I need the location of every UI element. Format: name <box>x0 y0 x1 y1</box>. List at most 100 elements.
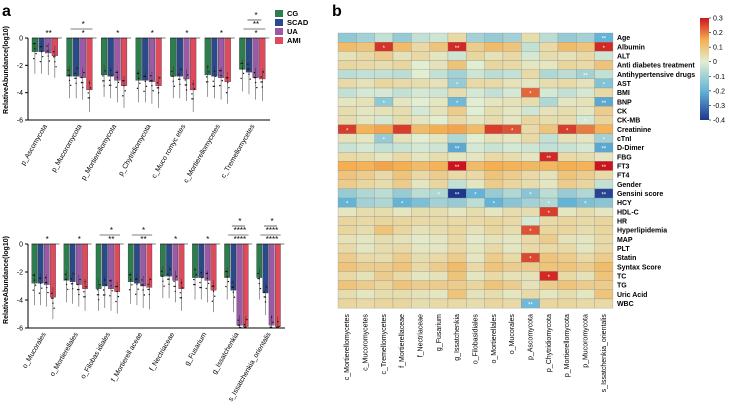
heatmap-cell <box>557 179 577 190</box>
colorbar-tick-label: -0.1 <box>713 74 725 81</box>
heatmap-cell <box>466 298 485 309</box>
heatmap-cell <box>374 170 394 180</box>
heatmap-cell <box>337 179 357 190</box>
data-point <box>102 75 104 77</box>
cell-annotation: * <box>584 202 587 208</box>
heatmap-cell <box>576 262 595 272</box>
data-point <box>85 286 87 288</box>
heatmap-cell <box>356 32 375 43</box>
heatmap-cell <box>466 124 485 135</box>
heatmap-cell <box>429 87 449 98</box>
heatmap-cell <box>539 133 559 144</box>
heatmap-cell <box>356 97 375 107</box>
heatmap-cell <box>502 106 522 116</box>
data-point <box>84 296 86 298</box>
heatmap-cell <box>484 42 504 52</box>
heatmap-cell <box>594 115 614 125</box>
heatmap-cell <box>466 142 485 153</box>
data-point <box>83 71 85 74</box>
row-label: TC <box>617 274 626 281</box>
heatmap-cell <box>356 161 375 171</box>
data-point <box>143 294 146 296</box>
cell-annotation: ** <box>601 192 606 198</box>
heatmap-cell <box>356 280 375 290</box>
heatmap-cell <box>484 243 504 254</box>
heatmap-cell <box>521 170 540 180</box>
heatmap-cell <box>502 97 522 107</box>
data-point <box>175 275 178 278</box>
heatmap-cell <box>429 60 449 70</box>
data-point <box>89 87 92 89</box>
heatmap-cell <box>374 289 394 300</box>
heatmap-cell <box>576 32 595 43</box>
heatmap-cell <box>539 252 559 263</box>
heatmap-cell <box>594 234 614 245</box>
heatmap-cell <box>429 234 449 245</box>
data-point <box>54 56 56 58</box>
heatmap-cell <box>392 87 412 98</box>
data-point <box>79 278 81 281</box>
heatmap-cell <box>392 115 412 125</box>
heatmap-cell <box>539 51 559 61</box>
data-point <box>162 280 164 282</box>
data-point <box>256 86 258 89</box>
heatmap-cell <box>466 60 485 70</box>
significance-label: * <box>82 20 85 29</box>
data-point <box>248 73 250 75</box>
data-point <box>264 296 267 298</box>
x-tick-label: o_Mucorales <box>22 331 48 370</box>
data-point <box>185 84 188 86</box>
heatmap-cell <box>374 69 394 80</box>
heatmap-cell <box>429 106 449 116</box>
cell-annotation: * <box>548 211 551 217</box>
row-label: AST <box>617 81 632 88</box>
data-point <box>122 80 124 82</box>
data-point <box>147 283 149 286</box>
heatmap-cell <box>447 60 467 70</box>
legend-swatch-ua <box>275 28 283 35</box>
heatmap-cell <box>576 106 595 116</box>
data-point <box>277 326 279 329</box>
heatmap-cell <box>374 106 394 116</box>
heatmap-cell <box>429 280 449 290</box>
y-axis-label-top: RelativeAbundance(log10) <box>3 26 10 114</box>
heatmap-cell <box>392 170 412 180</box>
heatmap-cell <box>356 216 375 226</box>
data-point <box>33 274 36 276</box>
heatmap-cell <box>392 207 412 217</box>
data-point <box>68 79 71 81</box>
data-point <box>108 79 111 81</box>
colorbar: 0.3 0.2 0.1 0 -0.1 -0.2 -0.3 -0.4 <box>700 16 725 125</box>
heatmap-cell <box>576 271 595 281</box>
heatmap-cell <box>447 69 467 80</box>
data-point <box>257 272 259 275</box>
data-point <box>136 283 138 285</box>
heatmap-cell <box>392 106 412 116</box>
data-point <box>162 275 164 277</box>
data-point <box>151 80 153 82</box>
heatmap-cell <box>392 179 412 190</box>
heatmap-cell <box>392 289 412 300</box>
heatmap-cell <box>594 87 614 98</box>
data-point <box>205 76 208 78</box>
heatmap-cell <box>447 124 467 135</box>
heatmap-cell <box>447 271 467 281</box>
heatmap-cell <box>539 69 559 80</box>
heatmap-cell <box>484 234 504 245</box>
data-point <box>116 71 119 74</box>
data-point <box>67 74 69 76</box>
data-point <box>39 60 42 63</box>
heatmap-cell <box>539 225 559 235</box>
data-point <box>130 274 132 276</box>
heatmap-cell <box>484 106 504 116</box>
data-point <box>64 273 67 276</box>
data-point <box>221 79 223 82</box>
heatmap-cell <box>576 152 595 162</box>
panel-a-label: a <box>2 3 11 20</box>
data-point <box>173 85 176 87</box>
heatmap-cell <box>337 216 357 226</box>
data-point <box>75 77 77 79</box>
data-point <box>219 69 221 72</box>
